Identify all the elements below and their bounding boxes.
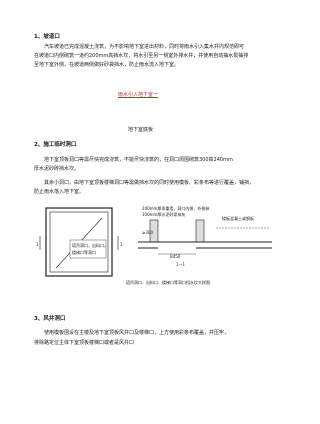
paragraph-line: 厚水泥砂砖挡水坎。 bbox=[34, 166, 80, 172]
paragraph-line: 至地下室外侧，在坡道两侧做好砂袋挡水，防止雨水流入地下室。 bbox=[34, 62, 180, 68]
section-mark: 1 bbox=[120, 242, 123, 247]
plan-label: 塔吊洞口，出料口， bbox=[72, 242, 108, 248]
paragraph-line: 其余小洞口，由地下室顶板楼梯洞口等需做挡水坎的同时使用模板、彩条布等进行覆盖，铺… bbox=[44, 180, 255, 186]
wall bbox=[195, 219, 205, 243]
paragraph-line: 汽车坡道已完成混凝土浇筑，为不影响地下室进出材料，同时将雨水引入集水井内规范即可 bbox=[44, 44, 245, 50]
diagram: 塔吊洞口，出料口， 楼梯口等洞口 1 1 240mm厚承重墙，洞口内侧，外侧抹 … bbox=[36, 205, 272, 285]
plan-label: 楼梯口等洞口 bbox=[72, 249, 96, 255]
wall-note: 100mm厚水泥砂浆抹灰 bbox=[142, 211, 185, 217]
paragraph-line: 使用模板围设在主楼及地下室顶板风井口及楼梯口，上方使用彩条布覆盖，并压牢， bbox=[44, 330, 230, 336]
paragraph-line: 排除路定位主体下室顶板楼梯口或者是风井口 bbox=[34, 340, 135, 346]
paragraph-line: 地下室顶板洞口等需尽快完成浇筑，不能尽快浇筑的，在洞口周围砌筑300高240mm bbox=[44, 157, 233, 163]
wall-note: 240mm厚承重墙，洞口内侧，外侧抹 bbox=[142, 205, 209, 211]
opening-outline bbox=[45, 207, 113, 277]
section-mark: 1 bbox=[36, 242, 39, 247]
label: 地下室底板 bbox=[128, 127, 154, 133]
heading: 1、坡道口 bbox=[34, 34, 60, 40]
paragraph-line: 防止雨水落入地下室。 bbox=[34, 189, 85, 195]
heading: 3、风井洞口 bbox=[34, 316, 66, 322]
slab-note: 楼板混凝土或钢板 bbox=[222, 215, 254, 221]
opening-inner bbox=[49, 211, 109, 273]
label-box bbox=[69, 239, 107, 259]
section-title: 1—1 bbox=[176, 262, 186, 267]
heading: 2、施工临时洞口 bbox=[34, 142, 77, 148]
dimension: B450 bbox=[170, 254, 181, 259]
dimension: ≥300 bbox=[142, 230, 153, 235]
paragraph-line: 在坡道口内侧砌筑一道约200mm高挡水坎，将水引至另一侧室外排水井，并使用自动抽… bbox=[34, 53, 249, 59]
caption: 塔吊洞口、出料口、楼梯口等洞口挡水坎大样图 bbox=[126, 279, 210, 285]
page: 1、坡道口 汽车坡道已完成混凝土浇筑，为不影响地下室进出材料，同时将雨水引入集水… bbox=[34, 34, 272, 346]
note: 雨水引入地下室一 bbox=[118, 92, 159, 98]
